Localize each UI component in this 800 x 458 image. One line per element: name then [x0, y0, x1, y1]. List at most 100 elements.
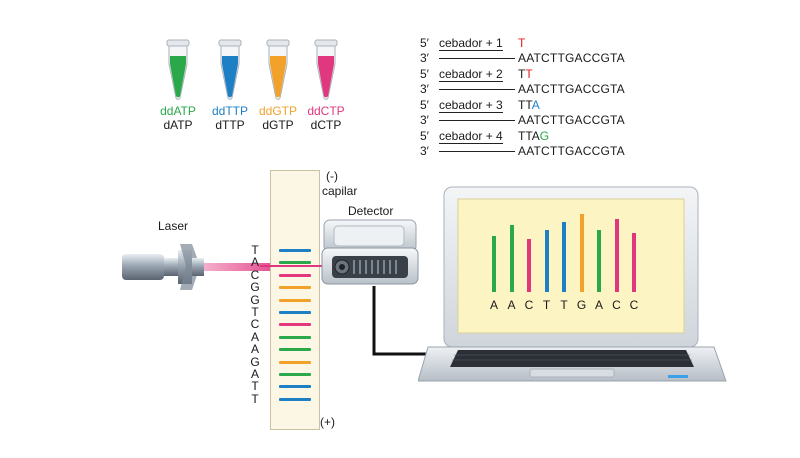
capillary-gel: [270, 170, 320, 430]
extension-terminator: A: [531, 98, 540, 112]
five-prime-label: 5′: [420, 98, 429, 112]
chromatogram-base-letter: A: [594, 298, 603, 312]
gel-letter: G: [250, 280, 260, 295]
gel-letter: A: [250, 329, 259, 344]
extension: TTAG: [518, 129, 549, 143]
extension: T: [518, 36, 525, 50]
gel-band: [279, 323, 311, 327]
gel-letter: A: [250, 342, 259, 357]
gel-band: [279, 348, 311, 352]
chromatogram-peak: [562, 221, 566, 292]
gel-letter: T: [251, 305, 259, 319]
extension-plain: TT: [518, 98, 532, 112]
extension-plain: T: [518, 67, 526, 81]
tube-d-label: dATP: [163, 118, 193, 132]
gel-band: [279, 311, 311, 314]
tube-d-label: dCTP: [310, 118, 342, 132]
gel-band: [279, 373, 311, 376]
gel-band: [279, 261, 311, 265]
tube-dd-label: ddTTP: [211, 104, 248, 118]
gel-band: [279, 298, 311, 302]
gel-plus-label: (+): [320, 415, 335, 429]
gel-band: [279, 273, 311, 277]
tube-dd-label: ddGTP: [258, 104, 297, 118]
gel-letter: T: [251, 243, 259, 257]
tube-icon: [314, 39, 338, 100]
detector-icon: [321, 219, 419, 285]
tube: ddTTP dTTP: [210, 38, 250, 132]
gel-band: [279, 360, 311, 364]
tube-d-label: dTTP: [215, 118, 245, 132]
tube-icon: [266, 39, 290, 100]
gel-letter: C: [250, 317, 260, 332]
gel-band: [279, 385, 311, 389]
gel-letter: G: [250, 354, 260, 369]
chromatogram-peak: [632, 232, 636, 292]
gel-letter: G: [250, 292, 260, 307]
chromatogram-base-letter: A: [507, 298, 516, 312]
five-prime-label: 5′: [420, 36, 429, 50]
gel-band: [279, 249, 311, 252]
template-strand-line: [439, 89, 515, 90]
template-sequence: AATCTTGACCGTA: [518, 113, 625, 127]
chromatogram-base-letter: C: [524, 298, 534, 312]
tube-icon: [218, 39, 242, 100]
tube: ddGTP dGTP: [258, 38, 298, 132]
tube-dd-label: ddATP: [160, 104, 196, 118]
template-strand-line: [439, 58, 515, 59]
chromatogram-base-letter: A: [489, 298, 498, 312]
extension-plain: TTA: [518, 129, 540, 143]
gel-minus-label: (-): [326, 169, 338, 183]
chromatogram-base-letter: T: [560, 298, 568, 312]
three-prime-label: 3′: [420, 144, 429, 158]
chromatogram-peak: [509, 224, 514, 292]
primer-label: cebador + 1: [439, 36, 503, 51]
template-sequence: AATCTTGACCGTA: [518, 144, 625, 158]
laser-label: Laser: [158, 219, 189, 233]
chromatogram-base-letter: C: [629, 298, 639, 312]
primer-label: cebador + 4: [439, 129, 503, 144]
extension: TTA: [518, 98, 540, 112]
three-prime-label: 3′: [420, 113, 429, 127]
chromatogram-peak: [597, 229, 601, 292]
template-strand-line: [439, 151, 515, 152]
gel-letter: T: [251, 379, 259, 394]
chromatogram-peak: [614, 219, 619, 292]
tube-dd-label: ddCTP: [307, 104, 345, 118]
chromatogram-peak: [579, 214, 584, 292]
template-strand-line: [439, 120, 515, 121]
gel-band: [279, 286, 311, 290]
detector-label: Detector: [348, 204, 394, 218]
laser-icon: [122, 244, 270, 290]
template-sequence: AATCTTGACCGTA: [518, 51, 625, 65]
template-sequence: AATCTTGACCGTA: [518, 82, 625, 96]
tube-icon: [166, 39, 190, 100]
laptop-icon: [418, 186, 727, 382]
five-prime-label: 5′: [420, 67, 429, 81]
primer-label: cebador + 2: [439, 67, 503, 82]
tube: ddCTP dCTP: [306, 38, 346, 132]
gel-letter: A: [250, 255, 259, 270]
chromatogram-peak: [544, 229, 549, 292]
extension-terminator: G: [539, 129, 550, 143]
chromatogram-base-letter: G: [576, 298, 587, 312]
extension: TT: [518, 67, 533, 81]
tube-d-label: dGTP: [262, 118, 294, 132]
chromatogram-base-letter: T: [542, 298, 551, 312]
gel-letter: T: [251, 391, 259, 406]
three-prime-label: 3′: [420, 51, 429, 65]
three-prime-label: 3′: [420, 82, 429, 96]
chromatogram-peak: [492, 235, 496, 292]
tube: ddATP dATP: [158, 38, 198, 132]
extension-terminator: T: [518, 36, 526, 50]
gel-band: [279, 335, 311, 339]
extension-terminator: T: [525, 67, 533, 81]
capillary-label: capilar: [322, 184, 358, 198]
chromatogram-base-letter: C: [612, 298, 621, 312]
gel-letter: C: [250, 267, 260, 282]
five-prime-label: 5′: [420, 129, 429, 143]
gel-band: [279, 397, 311, 401]
primer-label: cebador + 3: [439, 98, 503, 113]
chromatogram-peak: [527, 238, 531, 292]
gel-letter: A: [250, 367, 259, 381]
